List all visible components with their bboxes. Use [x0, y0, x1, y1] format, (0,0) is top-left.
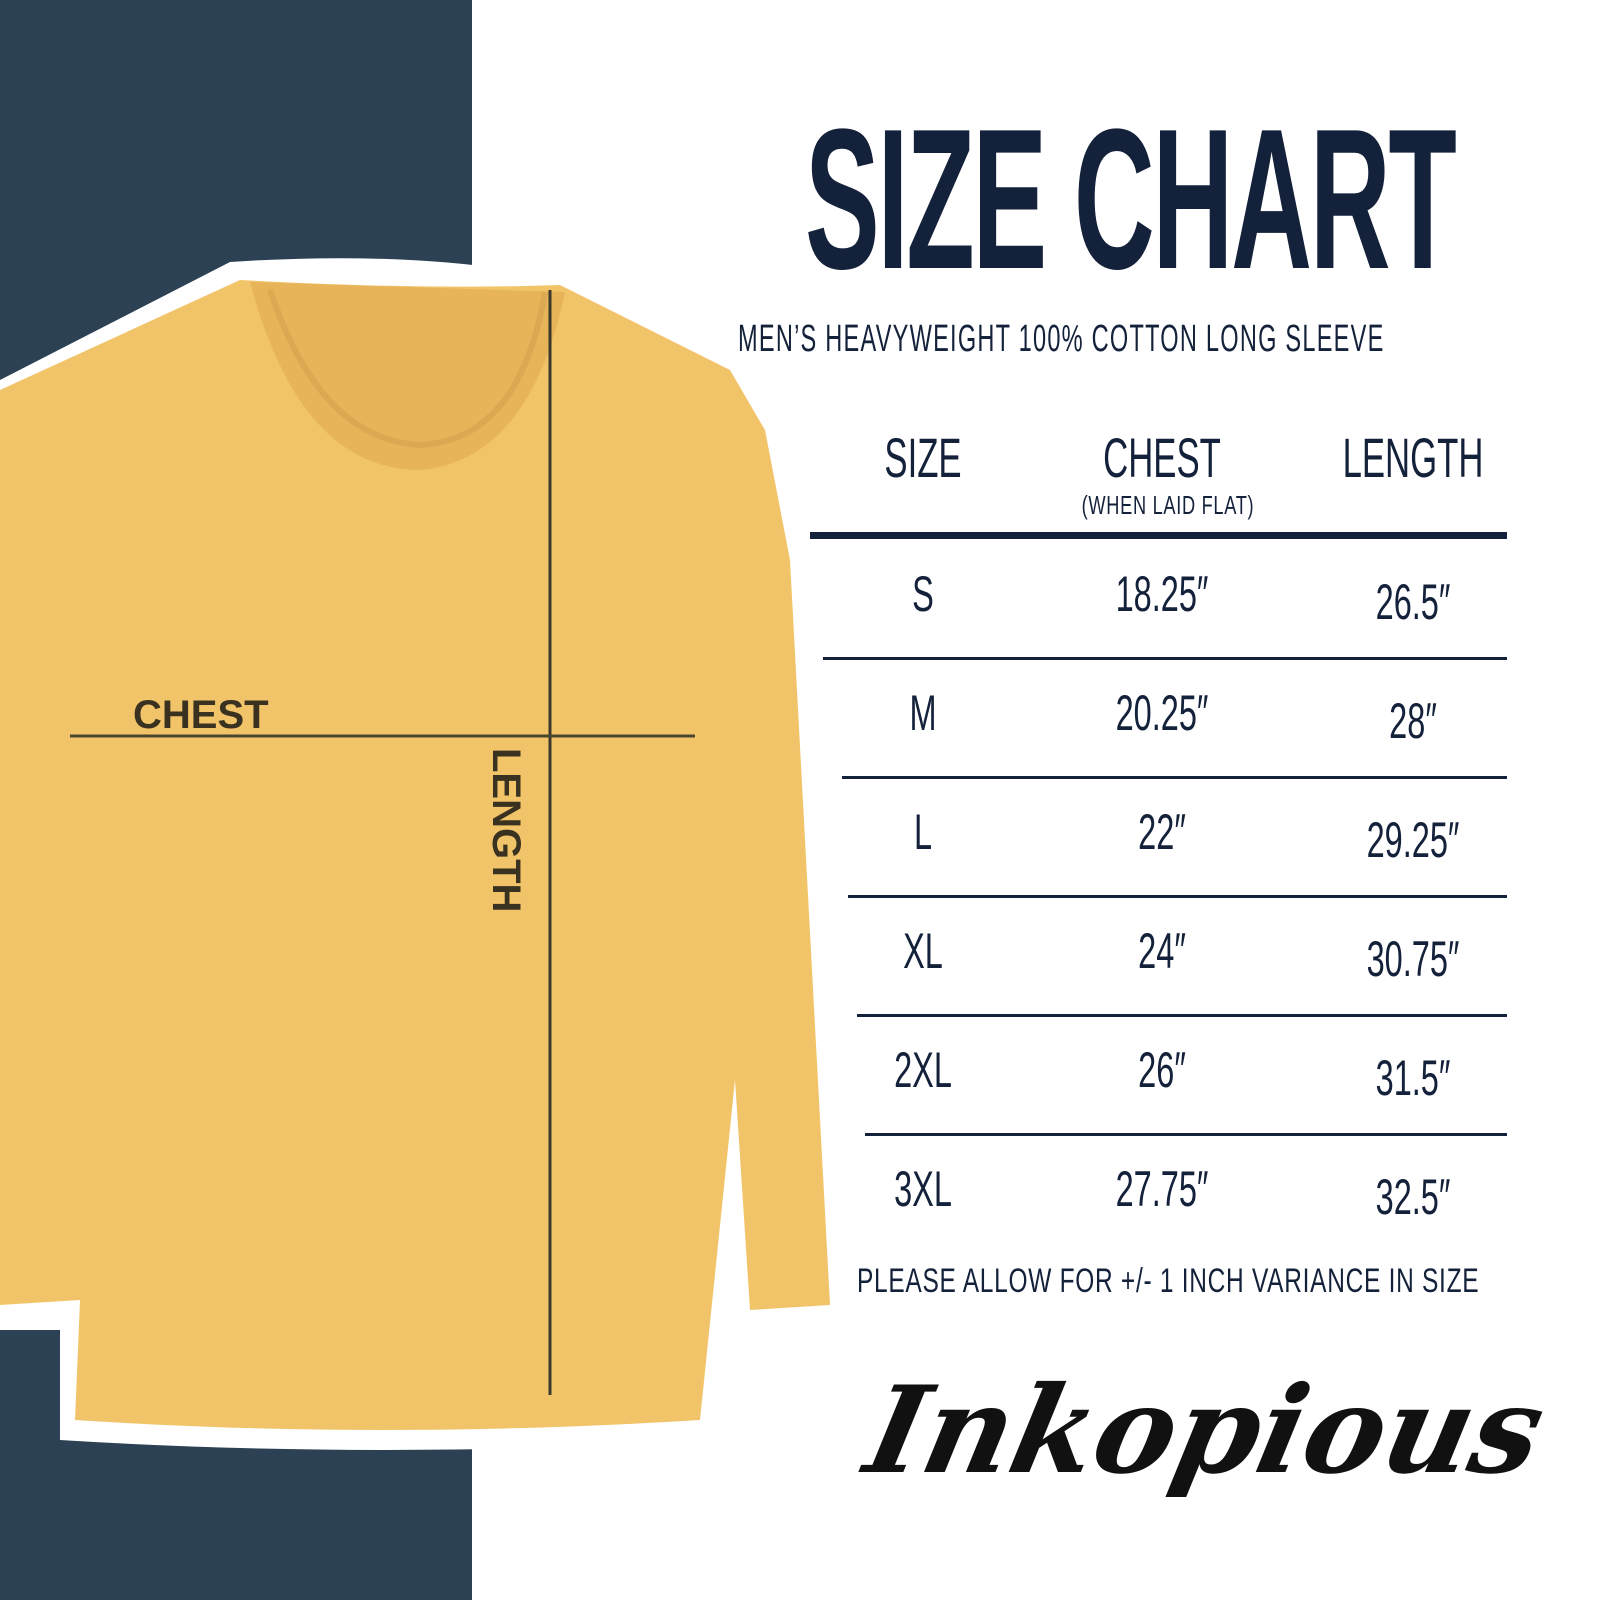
- cell-length: 30.75″: [1366, 931, 1460, 987]
- row-divider: [848, 895, 1507, 898]
- cell-length: 26.5″: [1375, 574, 1451, 630]
- cell-chest: 18.25″: [1115, 566, 1209, 622]
- variance-note: PLEASE ALLOW FOR +/- 1 INCH VARIANCE IN …: [857, 1262, 1480, 1300]
- cell-chest: 24″: [1138, 923, 1186, 979]
- page-title: SIZE CHART: [805, 88, 1457, 311]
- cell-chest: 22″: [1138, 804, 1186, 860]
- shirt-illustration: [0, 258, 850, 1450]
- header-length: LENGTH: [1342, 426, 1484, 489]
- row-divider: [823, 657, 1507, 660]
- chest-note: (WHEN LAID FLAT): [1081, 490, 1255, 520]
- cell-length: 32.5″: [1375, 1169, 1451, 1225]
- header-divider: [810, 532, 1507, 539]
- product-subtitle: MEN’S HEAVYWEIGHT 100% COTTON LONG SLEEV…: [738, 318, 1385, 360]
- row-divider: [842, 776, 1507, 779]
- cell-size: 3XL: [894, 1161, 952, 1217]
- cell-size: S: [912, 566, 934, 622]
- cell-size: M: [909, 685, 937, 741]
- chest-measure-label: CHEST: [133, 693, 269, 737]
- length-measure-label: LENGTH: [484, 748, 528, 913]
- brand-logo: Inkopious: [855, 1360, 1556, 1501]
- cell-length: 28″: [1389, 693, 1437, 749]
- header-size: SIZE: [884, 426, 962, 489]
- header-chest: CHEST: [1103, 426, 1221, 489]
- cell-chest: 20.25″: [1115, 685, 1209, 741]
- row-divider: [865, 1133, 1507, 1136]
- cell-length: 29.25″: [1366, 812, 1460, 868]
- row-divider: [857, 1014, 1507, 1017]
- cell-chest: 26″: [1138, 1042, 1186, 1098]
- cell-chest: 27.75″: [1115, 1161, 1209, 1217]
- cell-size: 2XL: [894, 1042, 952, 1098]
- cell-length: 31.5″: [1375, 1050, 1451, 1106]
- cell-size: L: [913, 804, 933, 860]
- cell-size: XL: [903, 923, 943, 979]
